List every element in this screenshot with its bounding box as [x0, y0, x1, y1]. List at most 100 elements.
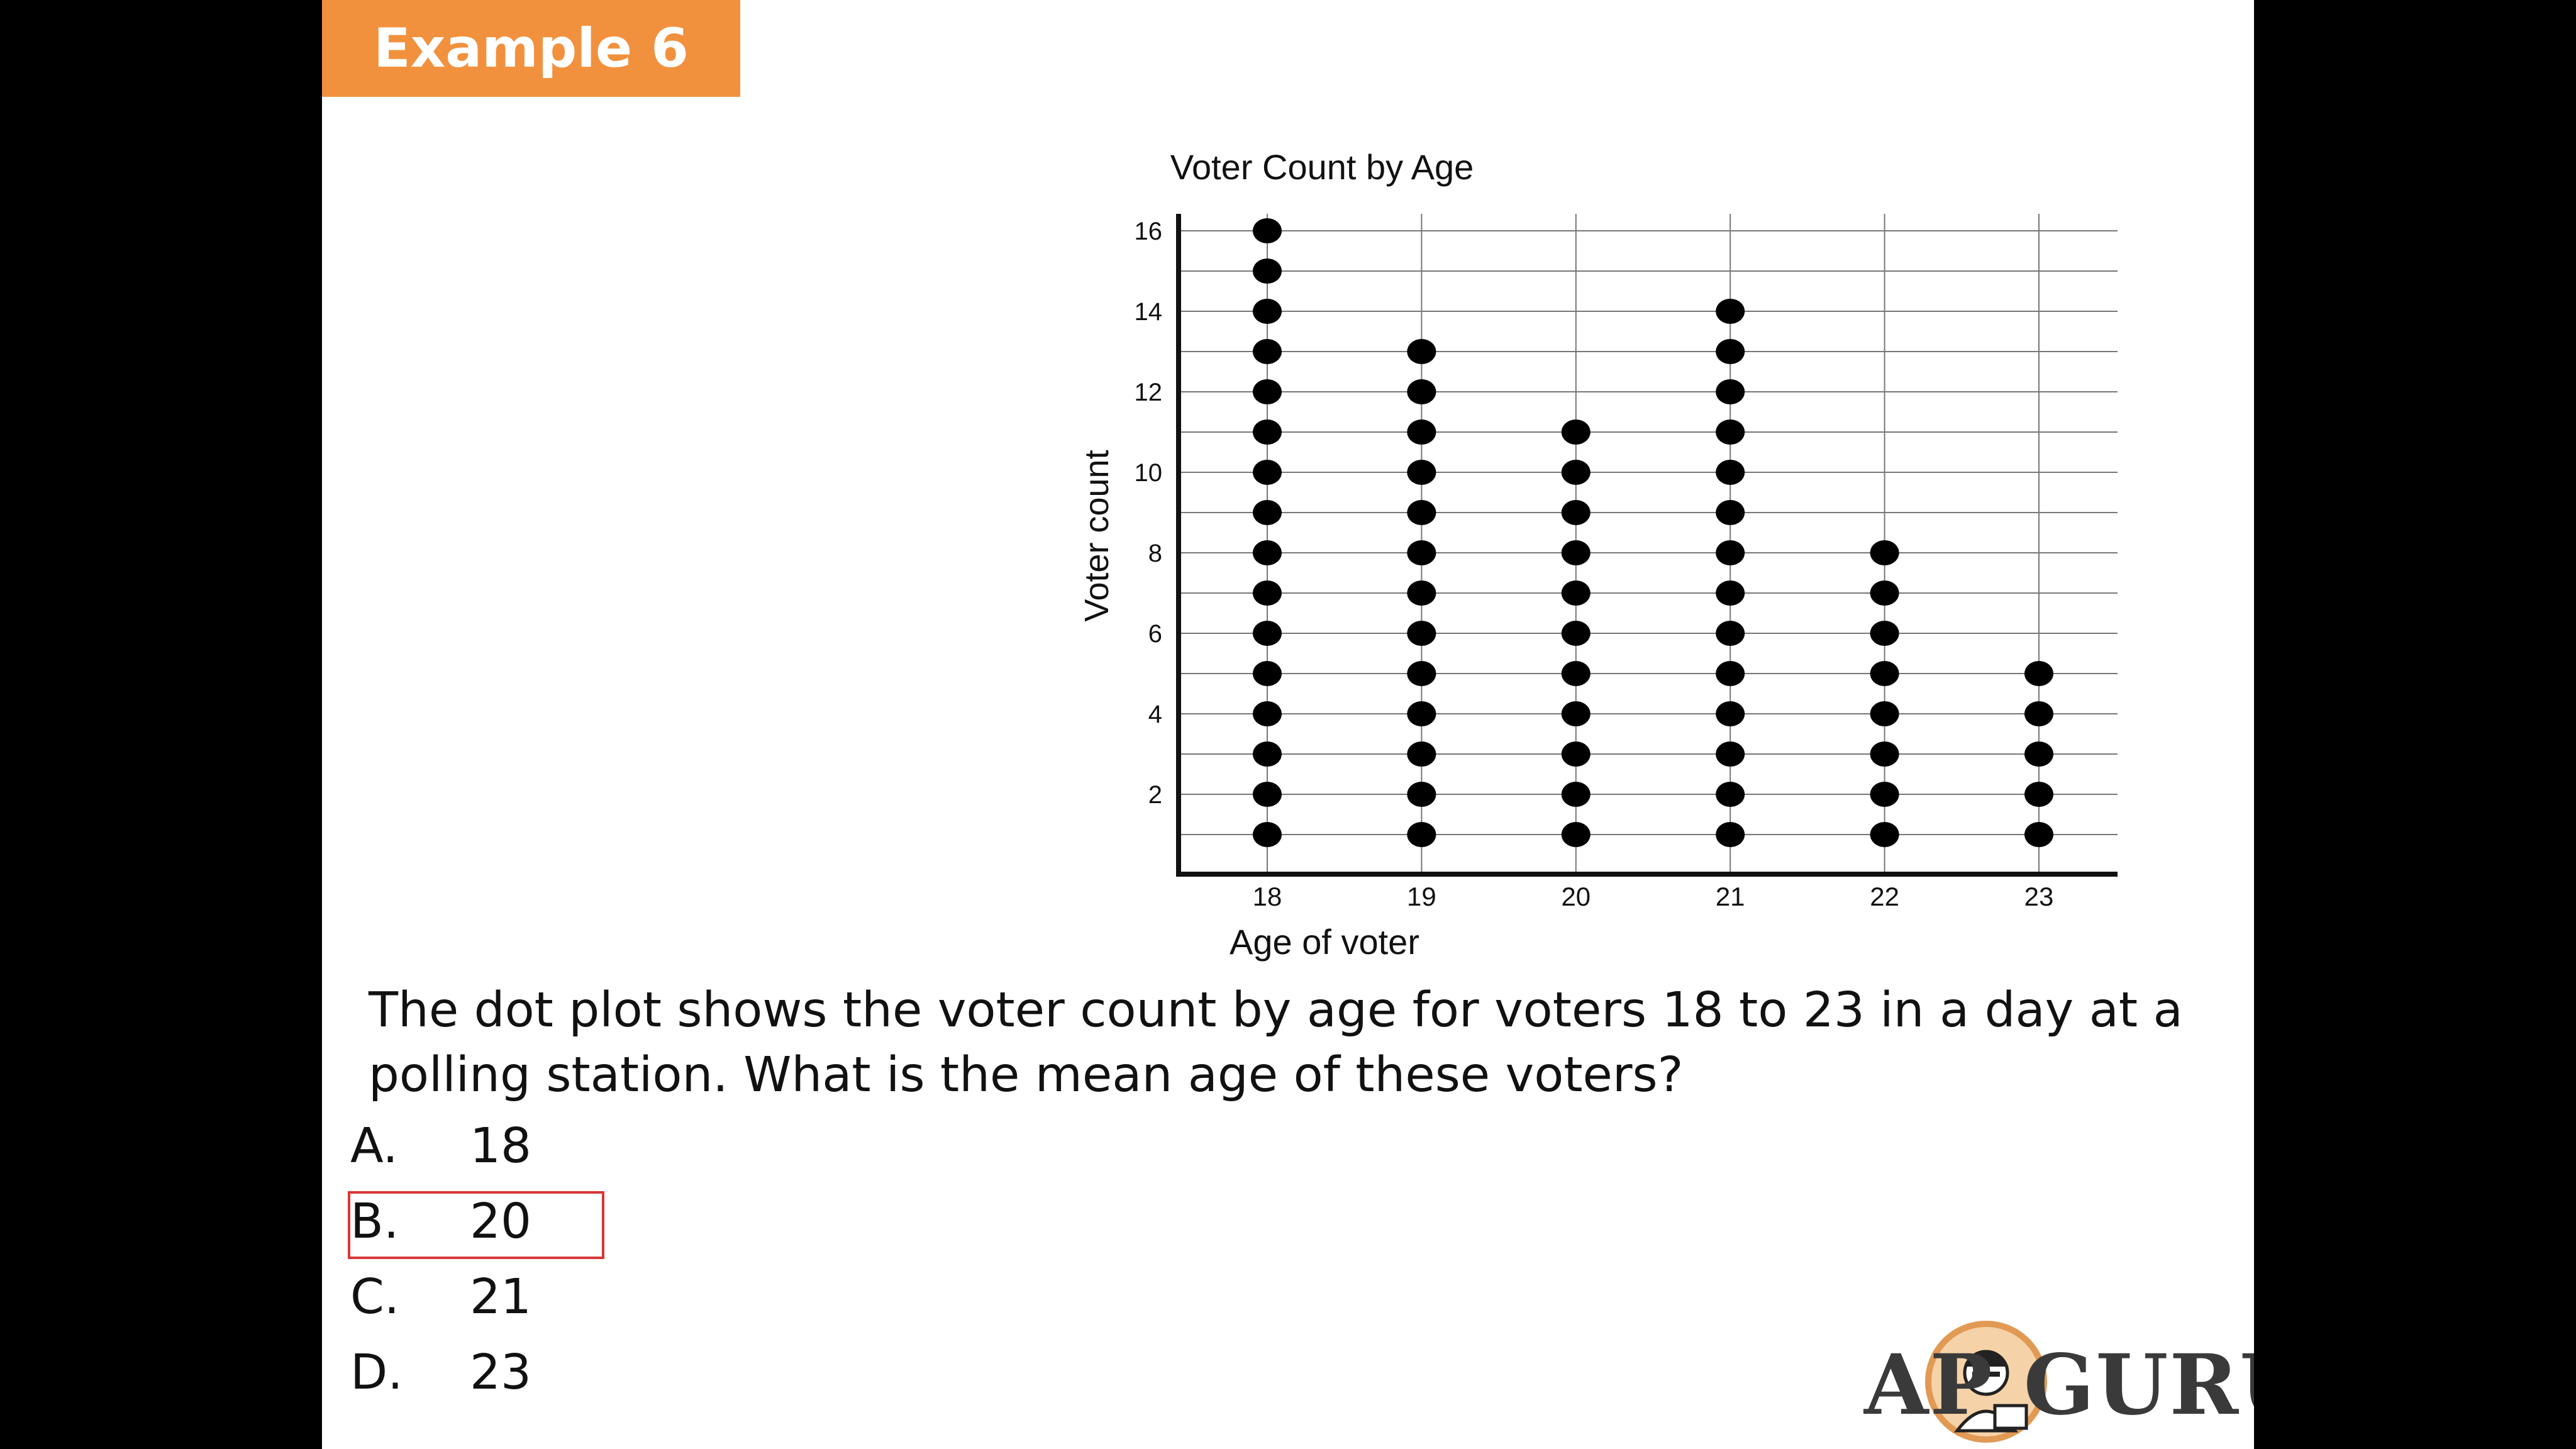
- data-dot: [1253, 822, 1282, 847]
- data-dot: [1253, 782, 1282, 807]
- y-tick-label: 12: [1135, 379, 1163, 406]
- data-dot: [1561, 782, 1591, 807]
- data-dot: [1716, 701, 1745, 726]
- data-dot: [1407, 419, 1436, 445]
- option-letter: A.: [350, 1118, 398, 1174]
- data-dot: [1716, 580, 1745, 606]
- x-tick-label: 23: [2024, 882, 2054, 911]
- x-tick-label: 18: [1253, 882, 1282, 911]
- slide: Example 6 Voter Count by Age Voter count…: [322, 0, 2254, 1449]
- option-value: 23: [470, 1345, 531, 1401]
- data-dot: [2024, 741, 2053, 767]
- data-dot: [1870, 701, 1899, 726]
- option-value: 20: [470, 1194, 531, 1250]
- data-dot: [1561, 741, 1591, 767]
- data-dot: [1253, 500, 1282, 525]
- data-dot: [1561, 621, 1591, 646]
- data-dot: [2024, 661, 2053, 686]
- data-dot: [1407, 540, 1436, 565]
- data-dot: [1716, 621, 1745, 646]
- data-dot: [1253, 580, 1282, 606]
- x-tick-label: 19: [1407, 882, 1436, 911]
- data-dot: [1253, 621, 1282, 646]
- data-dot: [1561, 500, 1591, 525]
- data-dot: [2024, 822, 2053, 847]
- data-dot: [1716, 419, 1745, 445]
- data-dot: [1407, 339, 1436, 364]
- data-dot: [1407, 379, 1436, 404]
- data-dot: [2024, 701, 2053, 726]
- option-d[interactable]: D. 23: [350, 1345, 602, 1407]
- option-a[interactable]: A. 18: [350, 1118, 602, 1181]
- data-dot: [1716, 460, 1745, 485]
- data-dot: [1716, 661, 1745, 686]
- y-tick-label: 4: [1148, 701, 1162, 728]
- y-tick-label: 16: [1135, 218, 1163, 245]
- data-dot: [1716, 782, 1745, 807]
- data-dot: [1407, 782, 1436, 807]
- option-b-selected[interactable]: B. 20: [348, 1191, 604, 1259]
- data-dot: [1870, 580, 1899, 606]
- data-dot: [1870, 741, 1899, 767]
- data-dot: [1716, 379, 1745, 404]
- data-dot: [1870, 661, 1899, 686]
- data-dot: [1716, 540, 1745, 565]
- option-letter: C.: [350, 1269, 400, 1325]
- data-dot: [1870, 822, 1899, 847]
- data-dot: [1253, 419, 1282, 445]
- y-tick-label: 6: [1148, 620, 1162, 648]
- data-dot: [1253, 218, 1282, 243]
- ap-guru-logo-icon: [1925, 1321, 2047, 1443]
- y-axis-label: Voter count: [1078, 450, 1116, 621]
- data-dot: [1870, 540, 1899, 565]
- example-badge: Example 6: [322, 0, 740, 97]
- data-dot: [1561, 822, 1591, 847]
- data-dot: [1253, 299, 1282, 324]
- x-tick-label: 22: [1870, 882, 1899, 911]
- data-dot: [1407, 741, 1436, 767]
- data-dot: [1716, 299, 1745, 324]
- data-dot: [1716, 500, 1745, 525]
- x-tick-label: 21: [1716, 882, 1745, 911]
- data-dot: [1253, 379, 1282, 404]
- data-dot: [1561, 701, 1591, 726]
- data-dot: [1407, 460, 1436, 485]
- data-dot: [1253, 741, 1282, 767]
- question-text: The dot plot shows the voter count by ag…: [369, 982, 2183, 1103]
- data-dot: [1253, 661, 1282, 686]
- data-dot: [1716, 822, 1745, 847]
- data-dot: [1253, 540, 1282, 565]
- data-dot: [1561, 460, 1591, 485]
- y-tick-label: 14: [1135, 298, 1163, 326]
- option-value: 18: [470, 1118, 531, 1174]
- data-dot: [1561, 661, 1591, 686]
- ap-guru-logo-text: AP GURU: [1864, 1336, 2254, 1434]
- data-dot: [2024, 782, 2053, 807]
- chart-title: Voter Count by Age: [1170, 147, 1474, 187]
- data-dot: [1870, 782, 1899, 807]
- x-tick-label: 20: [1561, 882, 1591, 911]
- option-c[interactable]: C. 21: [350, 1269, 602, 1332]
- x-axis-label: Age of voter: [1230, 922, 1419, 962]
- y-tick-label: 8: [1148, 540, 1162, 567]
- data-dot: [1407, 580, 1436, 606]
- option-letter: B.: [350, 1194, 399, 1250]
- y-tick-label: 10: [1135, 459, 1163, 487]
- data-dot: [1407, 822, 1436, 847]
- data-dot: [1716, 741, 1745, 767]
- data-dot: [1253, 460, 1282, 485]
- option-letter: D.: [350, 1345, 403, 1401]
- data-dot: [1561, 419, 1591, 445]
- data-dot: [1407, 500, 1436, 525]
- data-dot: [1716, 339, 1745, 364]
- data-dot: [1561, 580, 1591, 606]
- data-dot: [1253, 258, 1282, 284]
- data-dot: [1407, 621, 1436, 646]
- option-value: 21: [470, 1269, 531, 1325]
- data-dot: [1253, 339, 1282, 364]
- data-dot: [1561, 540, 1591, 565]
- dot-plot-chart: Voter Count by Age Voter count Age of vo…: [1078, 147, 2118, 962]
- data-dot: [1870, 621, 1899, 646]
- data-dot: [1407, 661, 1436, 686]
- y-tick-label: 2: [1148, 781, 1162, 809]
